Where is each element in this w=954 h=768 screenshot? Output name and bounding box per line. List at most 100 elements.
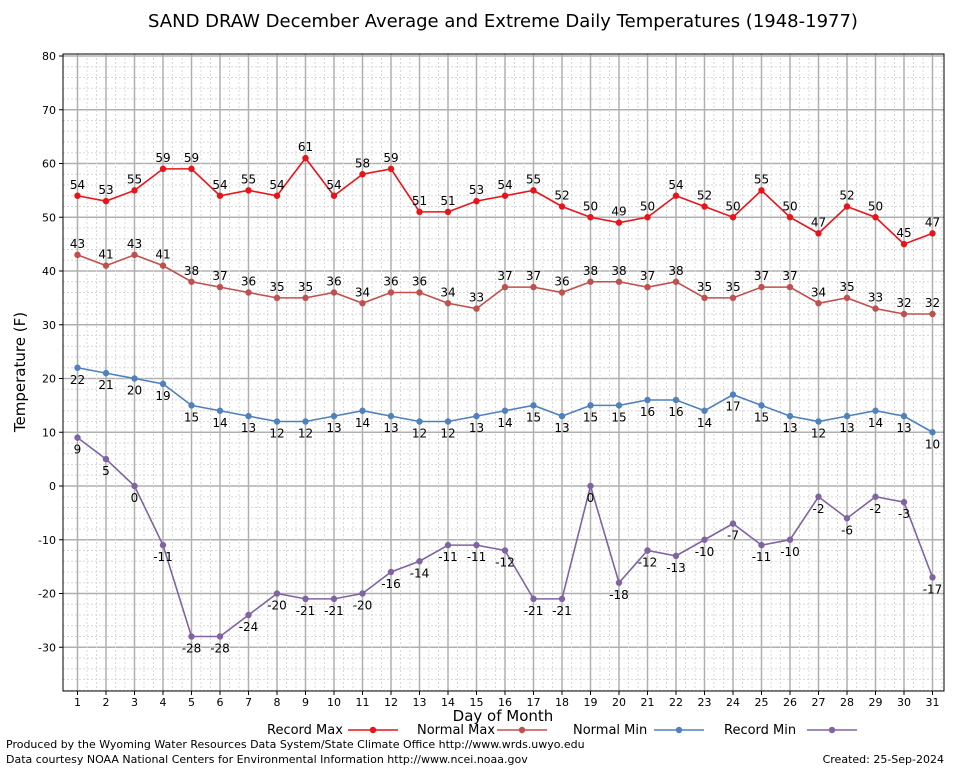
record-max-data-label: 52 xyxy=(839,189,854,203)
record-max-point xyxy=(188,165,195,173)
record-max-data-label: 47 xyxy=(925,215,940,229)
normal-max-point xyxy=(644,283,651,291)
normal-max-data-label: 34 xyxy=(355,285,370,299)
normal-min-data-label: 13 xyxy=(326,421,341,435)
normal-max-point xyxy=(558,289,566,296)
x-tick-label: 28 xyxy=(840,696,854,709)
normal-min-data-label: 22 xyxy=(70,373,85,387)
normal-max-point xyxy=(387,289,395,296)
normal-min-point xyxy=(843,412,851,420)
record-min-data-label: -10 xyxy=(695,545,715,559)
normal-max-data-label: 36 xyxy=(241,275,256,289)
normal-min-point xyxy=(558,412,566,420)
x-axis-ticks: 1 2 3 4 5 6 7 8 9 10 11 12 13 14 15 16 17 18 19 20 21 22 23 24 2… xyxy=(74,691,940,709)
record-min-point xyxy=(473,541,480,549)
record-max-data-label: 52 xyxy=(697,189,712,203)
x-tick-label: 5 xyxy=(188,696,195,709)
record-min-point xyxy=(843,515,851,522)
record-max-point xyxy=(815,230,822,237)
x-tick-label: 22 xyxy=(669,696,683,709)
record-max-data-label: 47 xyxy=(811,215,826,229)
record-max-data-label: 54 xyxy=(668,178,683,192)
record-min-data-label: -12 xyxy=(495,556,515,570)
x-tick-label: 8 xyxy=(274,696,281,709)
normal-min-data-label: 15 xyxy=(526,410,541,424)
record-min-point xyxy=(273,590,281,597)
record-min-point xyxy=(387,568,395,576)
normal-min-data-label: 14 xyxy=(868,416,883,430)
record-max-point xyxy=(473,197,480,205)
normal-min-point xyxy=(74,364,81,371)
normal-max-data-label: 32 xyxy=(896,296,911,310)
x-tick-label: 24 xyxy=(726,696,740,709)
record-min-data-label: -11 xyxy=(752,550,772,564)
normal-min-data-label: 12 xyxy=(440,427,455,441)
y-tick-label: -10 xyxy=(38,534,56,547)
record-max-point xyxy=(843,203,851,210)
record-max-point xyxy=(302,154,309,162)
y-tick-label: 50 xyxy=(42,211,56,224)
record-max-data-label: 50 xyxy=(583,199,598,213)
normal-max-data-label: 33 xyxy=(868,291,883,305)
record-min-point xyxy=(330,595,338,603)
normal-max-point xyxy=(786,283,794,291)
record-max-point xyxy=(330,192,338,199)
record-min-data-label: -21 xyxy=(524,604,544,618)
normal-min-data-label: 16 xyxy=(640,405,655,419)
normal-min-data-label: 17 xyxy=(725,400,740,414)
record-max-data-label: 53 xyxy=(98,183,113,197)
record-min-point xyxy=(558,595,566,603)
normal-max-point xyxy=(729,294,737,302)
record-min-data-label: -17 xyxy=(923,582,943,596)
normal-max-point xyxy=(815,300,822,307)
normal-max-point xyxy=(74,251,81,259)
normal-max-point xyxy=(615,278,623,285)
normal-min-data-label: 12 xyxy=(811,427,826,441)
y-axis-ticks: -30 -20 -10 0 10 20 30 40 50 60 70 80 xyxy=(38,50,63,654)
normal-min-data-label: 12 xyxy=(298,427,313,441)
normal-max-point xyxy=(159,262,167,269)
record-min-data-label: -11 xyxy=(438,550,458,564)
legend-marker-record-max xyxy=(369,726,377,734)
record-min-point xyxy=(644,547,651,554)
x-tick-label: 25 xyxy=(755,696,769,709)
record-max-data-label: 50 xyxy=(868,199,883,213)
record-max-data-label: 54 xyxy=(70,178,85,192)
legend-label-normal-min: Normal Min xyxy=(573,723,647,738)
y-tick-label: -30 xyxy=(38,641,56,654)
normal-max-point xyxy=(359,300,366,307)
record-max-point xyxy=(758,187,765,194)
x-tick-label: 12 xyxy=(384,696,398,709)
normal-max-data-label: 43 xyxy=(70,237,85,251)
record-min-point xyxy=(587,482,594,490)
record-max-data-label: 59 xyxy=(383,151,398,165)
record-min-data-label: -13 xyxy=(666,561,686,575)
x-tick-label: 15 xyxy=(470,696,484,709)
normal-min-point xyxy=(416,418,423,425)
normal-min-data-label: 14 xyxy=(497,416,512,430)
record-min-point xyxy=(216,633,224,640)
record-min-data-label: -16 xyxy=(381,577,401,591)
record-min-data-label: -20 xyxy=(267,599,287,613)
record-min-point xyxy=(701,536,708,543)
record-max-point xyxy=(729,214,737,221)
y-tick-label: 20 xyxy=(42,373,56,386)
normal-max-data-label: 36 xyxy=(412,275,427,289)
normal-max-data-label: 41 xyxy=(98,248,113,262)
record-max-data-label: 45 xyxy=(896,226,911,240)
record-max-data-label: 59 xyxy=(155,151,170,165)
x-tick-label: 11 xyxy=(356,696,370,709)
record-max-data-label: 55 xyxy=(754,172,769,186)
normal-min-point xyxy=(758,402,765,409)
record-max-data-label: 50 xyxy=(782,199,797,213)
record-min-series: 950-11-28 -28-24-20 -21 -21 -20-16-14-11 -11-… xyxy=(74,434,943,656)
record-min-data-label: -28 xyxy=(182,642,202,656)
record-min-data-label: -11 xyxy=(153,550,173,564)
x-tick-label: 21 xyxy=(641,696,655,709)
footer-data-courtesy: Data courtesy NOAA National Centers for … xyxy=(6,753,528,766)
normal-max-data-label: 43 xyxy=(127,237,142,251)
record-max-point xyxy=(359,171,366,178)
normal-min-point xyxy=(188,402,195,409)
x-tick-label: 14 xyxy=(441,696,455,709)
normal-min-point xyxy=(245,412,252,420)
